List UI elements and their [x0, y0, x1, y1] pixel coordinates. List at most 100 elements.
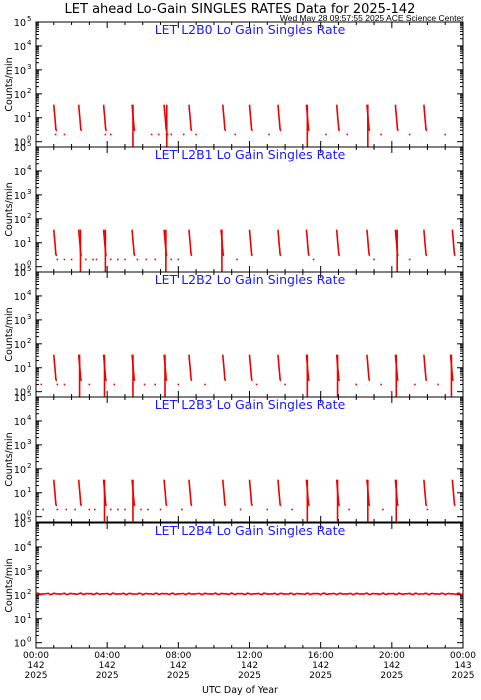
data-point	[154, 258, 157, 261]
data-point	[154, 383, 157, 386]
x-tick-label: 12:00	[237, 651, 263, 661]
y-tick-exponent: 4	[27, 164, 32, 172]
data-point	[93, 508, 96, 511]
y-tick-label: 10	[14, 138, 26, 149]
y-tick-label: 10	[14, 90, 26, 101]
timestamp-label: Wed May 28 09:57:55 2025 ACE Science Cen…	[280, 13, 464, 23]
y-tick-exponent: 5	[27, 15, 31, 23]
data-line	[35, 592, 464, 596]
data-point	[117, 508, 119, 511]
data-point	[408, 258, 411, 261]
data-spike	[423, 479, 428, 507]
panel-title: LET L2B2 Lo Gain Singles Rate	[155, 272, 346, 287]
y-tick-exponent: 2	[27, 212, 31, 220]
y-tick-label: 10	[14, 639, 26, 650]
chart-title: LET ahead Lo-Gain SINGLES RATES Data for…	[65, 2, 416, 17]
x-tick-label: 142	[383, 661, 400, 671]
y-tick-exponent: 0	[27, 510, 31, 518]
data-point	[234, 133, 237, 136]
data-point	[88, 383, 91, 386]
data-spike	[188, 104, 193, 132]
y-tick-label: 10	[14, 215, 26, 226]
y-tick-exponent: 3	[27, 438, 31, 446]
x-tick-label: 20:00	[379, 651, 405, 661]
data-spike	[102, 104, 107, 132]
x-tick-label: 16:00	[308, 651, 334, 661]
data-point	[63, 383, 66, 386]
x-tick-label: 00:00	[450, 651, 476, 661]
data-point	[140, 508, 142, 511]
x-tick-label: 2025	[380, 671, 403, 681]
y-tick-label: 10	[14, 388, 26, 399]
y-tick-label: 10	[14, 239, 26, 250]
data-spike	[222, 354, 227, 382]
data-spike	[248, 354, 253, 382]
y-tick-exponent: 1	[27, 486, 31, 494]
data-spike	[77, 479, 83, 507]
data-spike	[188, 229, 193, 257]
data-point	[170, 133, 173, 136]
y-tick-exponent: 4	[27, 39, 32, 47]
data-spike	[53, 229, 58, 257]
data-point	[414, 383, 416, 386]
x-tick-label: 08:00	[165, 651, 191, 661]
data-spike	[163, 479, 168, 507]
panel-frame	[35, 21, 464, 148]
data-point	[136, 258, 139, 261]
y-tick-label: 10	[14, 417, 26, 428]
panel-frame	[35, 396, 464, 523]
data-point	[177, 258, 180, 261]
data-spike	[222, 479, 227, 507]
data-spike	[423, 229, 428, 257]
data-spike	[277, 229, 282, 257]
y-tick-label: 10	[14, 292, 26, 303]
data-spike	[305, 229, 310, 257]
panel-frame	[35, 146, 464, 273]
data-point	[380, 383, 382, 386]
data-point	[204, 383, 206, 386]
data-point	[113, 383, 116, 386]
data-point	[63, 133, 66, 136]
y-tick-label: 10	[14, 167, 26, 178]
x-tick-label: 2025	[238, 671, 261, 681]
x-tick-label: 142	[27, 661, 44, 671]
x-tick-label: 2025	[452, 671, 475, 681]
y-tick-exponent: 4	[27, 414, 32, 422]
data-point	[40, 383, 43, 386]
y-tick-exponent: 2	[27, 588, 31, 596]
y-tick-label: 10	[14, 441, 26, 452]
y-tick-label: 10	[14, 513, 26, 524]
y-tick-label: 10	[14, 519, 26, 530]
y-tick-exponent: 0	[27, 260, 31, 268]
data-point	[109, 258, 112, 261]
x-tick-label: 2025	[167, 671, 190, 681]
panel-title: LET L2B4 Lo Gain Singles Rate	[155, 523, 346, 538]
data-spike	[131, 229, 136, 257]
data-point	[85, 258, 87, 261]
y-tick-exponent: 0	[27, 135, 31, 143]
data-point	[124, 258, 126, 261]
y-tick-exponent: 4	[27, 289, 32, 297]
data-point	[166, 133, 169, 136]
data-point	[159, 508, 162, 511]
data-point	[373, 258, 375, 261]
y-tick-label: 10	[14, 364, 26, 375]
data-point	[355, 383, 358, 386]
data-spike	[53, 354, 58, 382]
y-tick-label: 10	[14, 66, 26, 77]
panel-frame	[35, 522, 464, 649]
y-tick-exponent: 2	[27, 462, 31, 470]
data-point	[236, 258, 238, 261]
data-point	[255, 383, 258, 386]
data-point	[65, 508, 68, 511]
x-tick-labels: 00:00142202504:00142202508:00142202512:0…	[23, 651, 476, 681]
panel-title: LET L2B0 Lo Gain Singles Rate	[155, 22, 346, 37]
data-point	[104, 133, 107, 136]
x-tick-label: 04:00	[94, 651, 120, 661]
data-point	[54, 133, 57, 136]
data-point	[239, 508, 242, 511]
data-point	[177, 383, 180, 386]
